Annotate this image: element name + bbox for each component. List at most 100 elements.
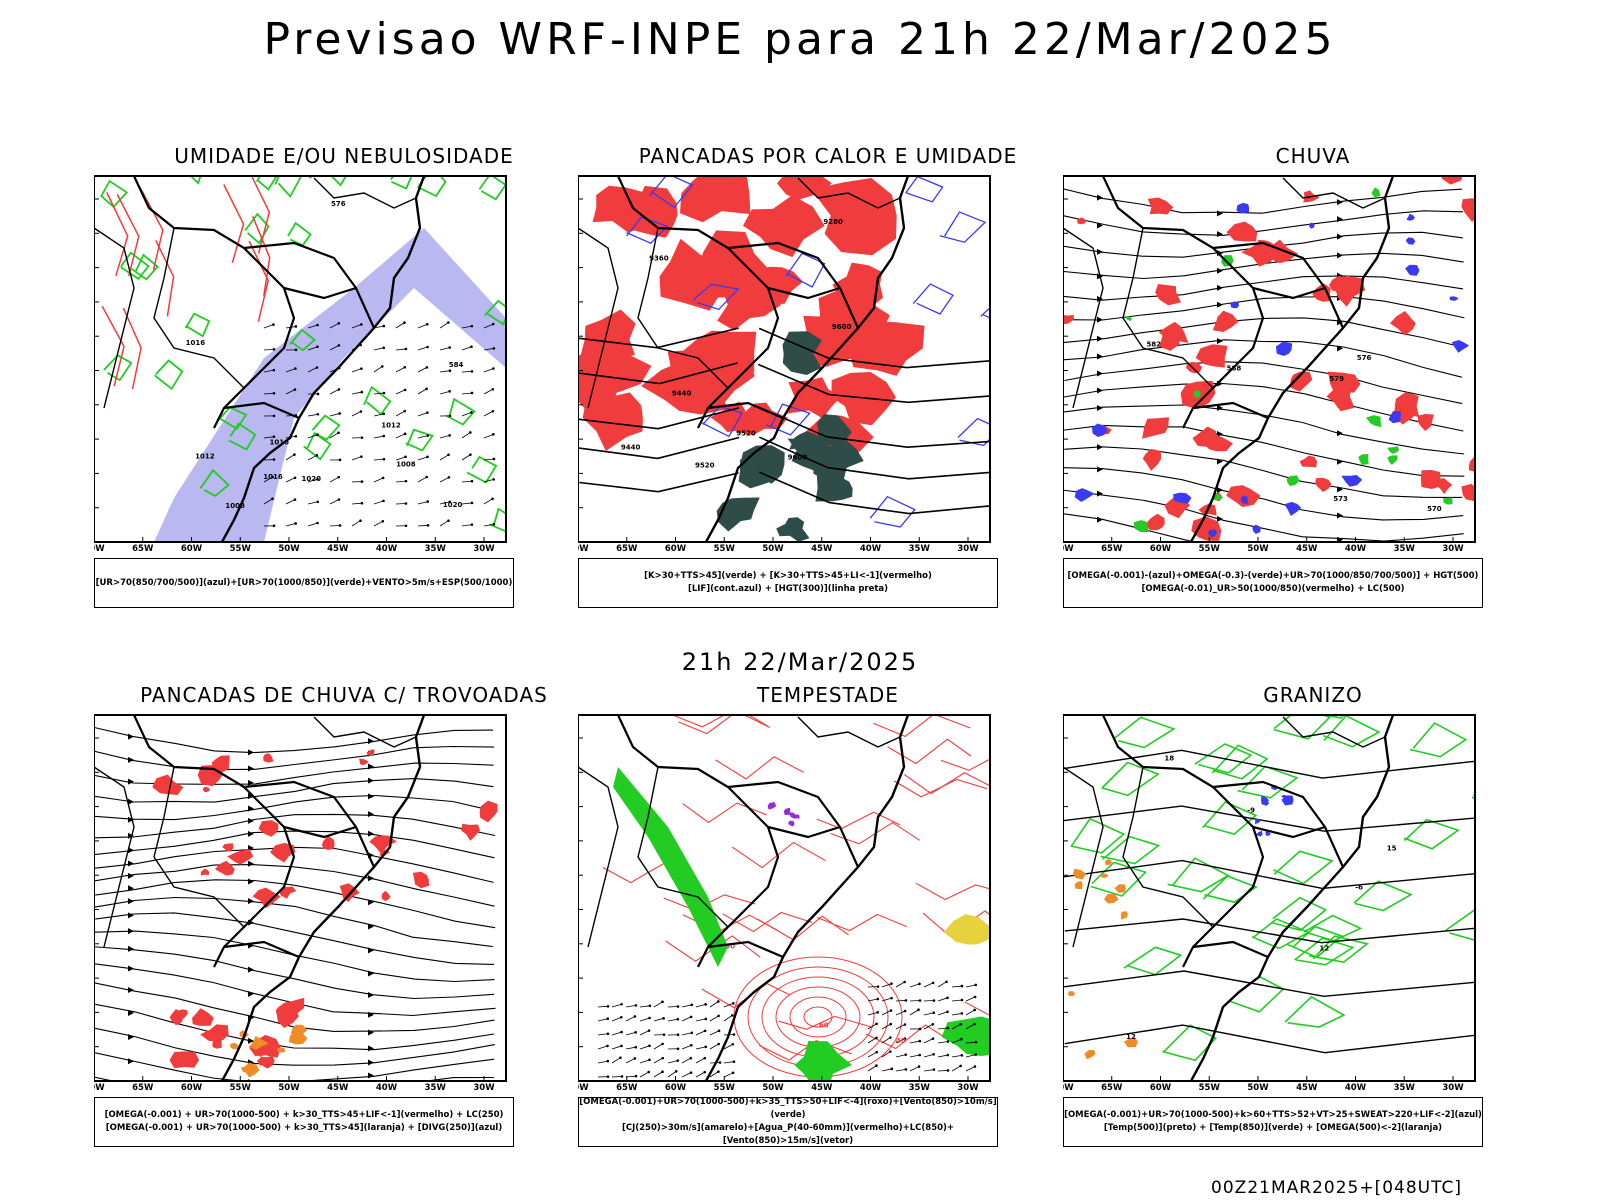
wind-vector: [937, 1041, 948, 1044]
wind-vector-head: [293, 498, 297, 501]
rain-area: [1388, 411, 1401, 424]
hail-area: [1262, 800, 1270, 806]
streamline: [1063, 513, 1197, 542]
rain-area: [1405, 264, 1420, 276]
streamline-arrow: [1337, 345, 1343, 352]
storm-area: [783, 807, 791, 815]
wind-vector: [639, 1030, 650, 1036]
geopotential-contour: [758, 327, 990, 369]
rain-area: [1312, 283, 1332, 302]
contour-label: 570: [1427, 505, 1442, 513]
lifted-index-contour: [869, 495, 916, 528]
wind-vector: [937, 1027, 948, 1030]
contour-label: 1016: [269, 438, 289, 446]
wind-vector: [417, 323, 428, 329]
streamline-arrow: [128, 832, 134, 839]
thunderstorm-area: [412, 871, 430, 889]
wind-vector-head: [676, 1047, 680, 1051]
lon-label: 55W: [1199, 1083, 1221, 1093]
map-layers: -6 -9 12 15 18 12: [1063, 715, 1475, 1081]
wind-vector-head: [661, 1056, 665, 1060]
legend-line: [OMEGA(-0.001)+UR>70(1000-500)+k>60+TTS>…: [1064, 1110, 1482, 1120]
wind-vector-head: [690, 1003, 694, 1007]
temperature-contour: [1167, 857, 1230, 893]
wind-vector: [867, 1011, 878, 1016]
wind-vector-head: [359, 519, 362, 522]
wind-vector-head: [492, 433, 495, 436]
wind-vector-head: [918, 999, 922, 1002]
lon-label: 70W: [94, 544, 105, 554]
temperature-contour: [1123, 946, 1183, 976]
wind-vector: [695, 1018, 706, 1022]
wind-vector-head: [271, 475, 274, 479]
storm-area: [791, 814, 798, 819]
weather-map: 12S15S18S21S24S27S30S33S36S39S42S70W65W6…: [94, 714, 507, 1093]
wind-vector-head: [689, 1015, 693, 1019]
streamline-arrow: [1217, 431, 1223, 438]
rain-area: [1389, 311, 1416, 336]
rain-area: [1394, 392, 1420, 418]
wind-vector: [881, 1010, 892, 1016]
country-border: [1122, 766, 1214, 928]
precipitable-water-contour: [865, 1024, 956, 1050]
wind-vector-head: [661, 1000, 664, 1004]
wind-vector: [639, 1005, 650, 1008]
wind-vector-head: [662, 1033, 666, 1036]
state-border: [767, 825, 841, 839]
wind-vector: [881, 1068, 892, 1072]
wind-vector-head: [932, 1011, 936, 1015]
streamline: [95, 1003, 494, 1051]
temperature-contour: [1284, 995, 1346, 1028]
wind-vector-head: [960, 998, 964, 1002]
lon-label: 55W: [714, 544, 736, 554]
rain-area: [1092, 423, 1108, 437]
low-pressure-contour: [803, 1006, 833, 1028]
lon-label: 30W: [1442, 544, 1464, 554]
lon-label: 35W: [1394, 1083, 1416, 1093]
wind-vector-head: [689, 1056, 693, 1060]
wind-vector: [439, 501, 450, 505]
hail-area: [1281, 795, 1294, 806]
wind-vector: [307, 324, 318, 329]
temperature-contour: [1202, 875, 1258, 904]
streamline: [94, 745, 495, 771]
temperature-contour: [1162, 1024, 1218, 1062]
lifted-index-contour: [939, 211, 987, 243]
lon-label: 40W: [860, 1083, 882, 1093]
precipitable-water-contour: [722, 911, 813, 933]
streamline: [1063, 188, 1462, 214]
wind-vector-head: [620, 1002, 623, 1006]
lon-label: 55W: [230, 544, 252, 554]
streamline: [1064, 361, 1463, 405]
wind-vector-head: [403, 365, 407, 369]
humidity-contour: [363, 385, 392, 416]
wind-vector: [483, 368, 494, 373]
wind-vector-head: [294, 522, 297, 525]
wind-vector-head: [447, 519, 450, 522]
wind-vector: [307, 346, 318, 351]
precipitable-water-contour: [757, 915, 849, 941]
wind-vector: [395, 389, 406, 395]
wind-vector-head: [426, 345, 429, 349]
country-border: [1063, 227, 1104, 409]
wind-vector: [951, 985, 962, 988]
streamline-arrow: [1217, 515, 1223, 522]
wind-vector-head: [619, 1056, 622, 1059]
wind-vector-head: [606, 1017, 610, 1021]
lifted-index-contour: [766, 403, 811, 436]
wind-vector: [439, 520, 449, 527]
wind-vector: [881, 1023, 891, 1030]
wind-vector: [307, 367, 318, 373]
wind-vector: [461, 346, 472, 351]
wind-vector-head: [447, 321, 450, 324]
lon-label: 60W: [665, 544, 687, 554]
streamline-arrow: [368, 992, 374, 999]
lon-label: 30W: [957, 1083, 979, 1093]
streamline-arrow: [1337, 199, 1343, 206]
wind-vector: [723, 1002, 734, 1008]
humidity-contour: [303, 431, 332, 461]
wind-vector-head: [470, 370, 474, 373]
thunderstorm-area: [359, 758, 369, 766]
wind-vector: [695, 1057, 705, 1064]
wind-vector-head: [946, 1069, 950, 1072]
